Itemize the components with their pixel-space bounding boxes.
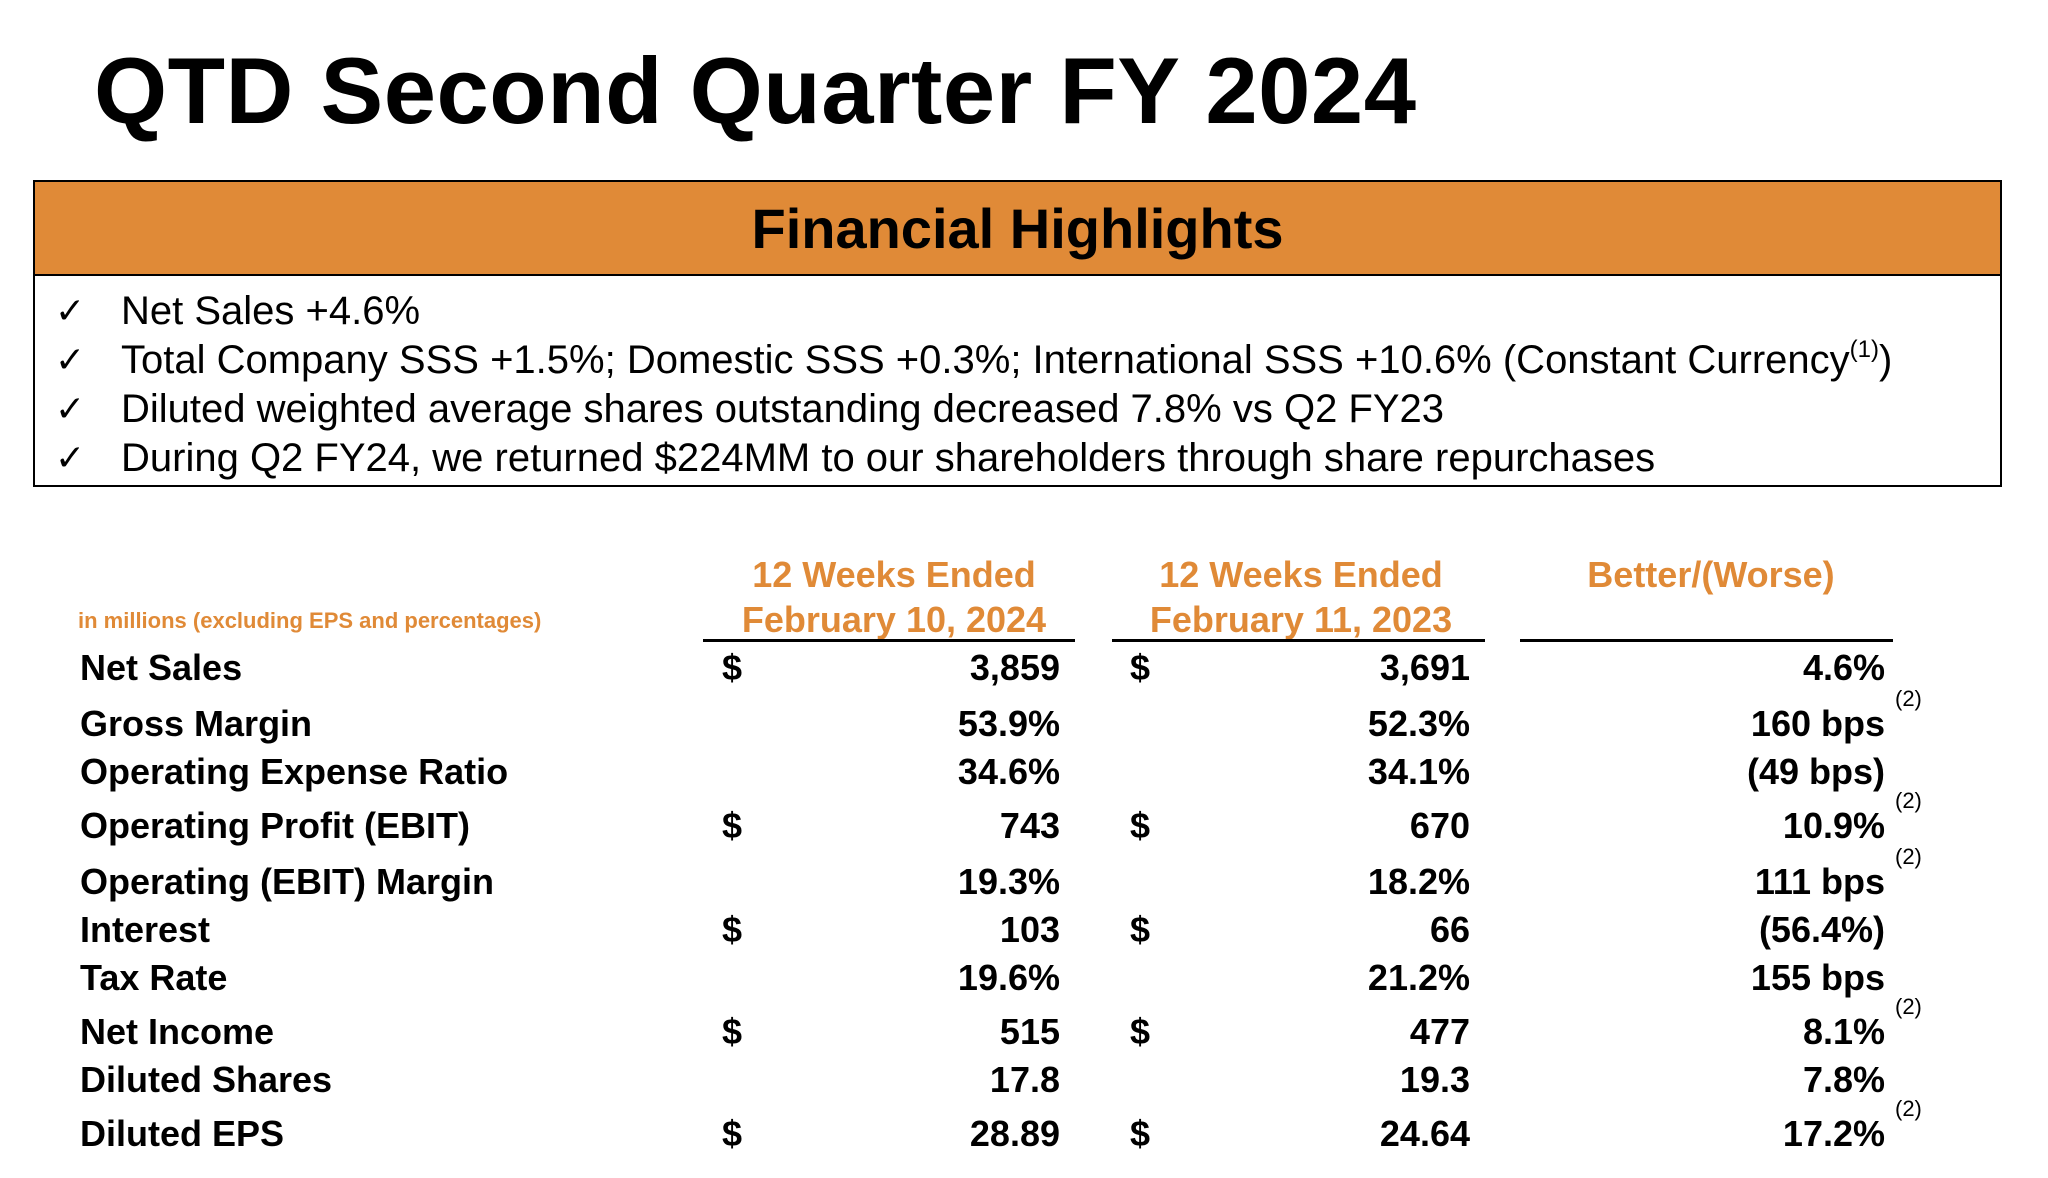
value-current: 53.9% xyxy=(957,703,1060,744)
value-current: 17.8 xyxy=(989,1059,1060,1100)
value-prior: 34.1% xyxy=(1367,751,1470,792)
table-row: Diluted Shares 17.8 19.3 7.8% xyxy=(0,1058,2048,1102)
table-row: Diluted EPS $28.89 $24.64 17.2% (2) xyxy=(0,1098,2048,1156)
value-prior: 18.2% xyxy=(1367,861,1470,902)
checkmark-icon: ✓ xyxy=(55,338,86,380)
checkmark-icon: ✓ xyxy=(55,387,86,429)
value-change: 160 bps xyxy=(1750,703,1885,744)
highlights-heading: Financial Highlights xyxy=(35,182,2000,276)
value-prior: 21.2% xyxy=(1367,957,1470,998)
checkmark-icon: ✓ xyxy=(55,436,86,478)
footnote-ref: (2) xyxy=(1895,1096,1922,1121)
value-prior: 477 xyxy=(1409,1011,1470,1052)
column-header-change: Better/(Worse) xyxy=(1525,552,1897,597)
footnote-ref: (2) xyxy=(1895,844,1922,869)
row-label: Operating (EBIT) Margin xyxy=(80,861,494,902)
highlight-item: ✓ Net Sales +4.6% xyxy=(35,286,2000,335)
column-header-line2: February 11, 2023 xyxy=(1149,599,1453,640)
row-label: Net Income xyxy=(80,1011,275,1052)
highlight-item: ✓ Total Company SSS +1.5%; Domestic SSS … xyxy=(35,335,2000,384)
currency-symbol: $ xyxy=(722,909,743,950)
value-prior: 670 xyxy=(1409,805,1470,846)
value-change: 7.8% xyxy=(1802,1059,1885,1100)
highlight-text: Net Sales +4.6% xyxy=(121,288,421,333)
value-current: 34.6% xyxy=(957,751,1060,792)
highlight-text-main: Total Company SSS +1.5%; Domestic SSS +0… xyxy=(121,337,1850,382)
value-prior: 52.3% xyxy=(1367,703,1470,744)
row-label: Tax Rate xyxy=(80,957,228,998)
table-row: Operating Profit (EBIT) $743 $670 10.9% (2) xyxy=(0,790,2048,848)
value-prior: 66 xyxy=(1429,909,1470,950)
value-change: 17.2% xyxy=(1782,1113,1885,1154)
value-change: 155 bps xyxy=(1750,957,1885,998)
value-current: 743 xyxy=(999,805,1060,846)
currency-symbol: $ xyxy=(722,647,743,688)
currency-symbol: $ xyxy=(1130,909,1151,950)
table-row: Operating (EBIT) Margin 19.3% 18.2% 111 bps… xyxy=(0,846,2048,904)
value-change: 8.1% xyxy=(1802,1011,1885,1052)
value-change: 10.9% xyxy=(1782,805,1885,846)
footnote-ref: (1) xyxy=(1849,335,1879,363)
highlight-text: Total Company SSS +1.5%; Domestic SSS +0… xyxy=(121,337,1893,382)
value-prior: 24.64 xyxy=(1379,1113,1470,1154)
column-header-line1: 12 Weeks Ended xyxy=(752,554,1036,595)
table-row: Net Sales $3,859 $3,691 4.6% xyxy=(0,646,2048,690)
value-change: 111 bps xyxy=(1754,861,1885,902)
value-prior: 3,691 xyxy=(1379,647,1470,688)
checkmark-icon: ✓ xyxy=(55,289,86,331)
row-label: Net Sales xyxy=(80,647,243,688)
value-current: 19.6% xyxy=(957,957,1060,998)
column-header-current: 12 Weeks Ended February 10, 2024 xyxy=(708,552,1080,642)
page-title: QTD Second Quarter FY 2024 xyxy=(94,38,1417,143)
currency-symbol: $ xyxy=(1130,1113,1151,1154)
column-header-line2: February 10, 2024 xyxy=(741,599,1047,640)
currency-symbol: $ xyxy=(722,1113,743,1154)
footnote-ref: (2) xyxy=(1895,994,1922,1019)
column-header-line1: 12 Weeks Ended xyxy=(1159,554,1443,595)
highlight-item: ✓ Diluted weighted average shares outsta… xyxy=(35,384,2000,433)
footnote-ref: (2) xyxy=(1895,686,1922,711)
value-prior: 19.3 xyxy=(1399,1059,1470,1100)
value-current: 103 xyxy=(999,909,1060,950)
row-label: Interest xyxy=(80,909,211,950)
table-row: Net Income $515 $477 8.1% (2) xyxy=(0,996,2048,1054)
value-current: 515 xyxy=(999,1011,1060,1052)
highlight-item: ✓ During Q2 FY24, we returned $224MM to … xyxy=(35,433,2000,482)
table-row: Operating Expense Ratio 34.6% 34.1% (49 bps… xyxy=(0,750,2048,794)
highlight-text: During Q2 FY24, we returned $224MM to ou… xyxy=(121,435,1656,480)
currency-symbol: $ xyxy=(722,805,743,846)
column-rule xyxy=(1520,639,1893,642)
value-current: 3,859 xyxy=(969,647,1060,688)
highlight-text-end: ) xyxy=(1879,337,1893,382)
value-current: 28.89 xyxy=(969,1113,1060,1154)
highlight-text: Diluted weighted average shares outstand… xyxy=(121,386,1445,431)
value-change: (49 bps) xyxy=(1746,751,1885,792)
table-row: Interest $103 $66 (56.4%) xyxy=(0,908,2048,952)
row-label: Operating Expense Ratio xyxy=(80,751,509,792)
value-current: 19.3% xyxy=(957,861,1060,902)
column-header-line2: Better/(Worse) xyxy=(1587,554,1835,595)
column-header-prior: 12 Weeks Ended February 11, 2023 xyxy=(1115,552,1487,642)
value-change: 4.6% xyxy=(1802,647,1885,688)
row-label: Diluted EPS xyxy=(80,1113,285,1154)
currency-symbol: $ xyxy=(1130,805,1151,846)
units-note: in millions (excluding EPS and percentag… xyxy=(78,608,542,633)
currency-symbol: $ xyxy=(722,1011,743,1052)
currency-symbol: $ xyxy=(1130,1011,1151,1052)
currency-symbol: $ xyxy=(1130,647,1151,688)
table-row: Gross Margin 53.9% 52.3% 160 bps (2) xyxy=(0,688,2048,746)
highlights-list: ✓ Net Sales +4.6% ✓ Total Company SSS +1… xyxy=(35,276,2000,482)
column-rule xyxy=(1112,639,1485,642)
row-label: Gross Margin xyxy=(80,703,313,744)
table-row: Tax Rate 19.6% 21.2% 155 bps xyxy=(0,956,2048,1000)
highlights-box: Financial Highlights ✓ Net Sales +4.6% ✓… xyxy=(33,180,2002,487)
row-label: Diluted Shares xyxy=(80,1059,333,1100)
value-change: (56.4%) xyxy=(1758,909,1885,950)
column-rule xyxy=(703,639,1075,642)
row-label: Operating Profit (EBIT) xyxy=(80,805,470,846)
footnote-ref: (2) xyxy=(1895,788,1922,813)
